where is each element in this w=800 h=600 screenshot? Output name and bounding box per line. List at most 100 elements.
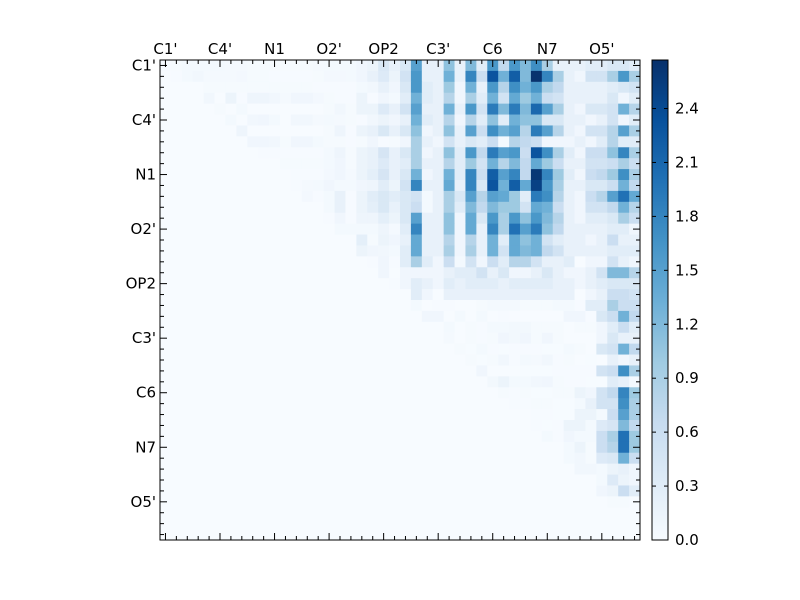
heatmap-cell <box>356 234 368 246</box>
heatmap-cell <box>389 376 401 388</box>
heatmap-cell <box>181 201 194 214</box>
heatmap-cell <box>181 518 194 530</box>
heatmap-cell <box>258 147 270 159</box>
heatmap-cell <box>520 60 532 72</box>
heatmap-cell <box>356 114 368 126</box>
heatmap-cell <box>247 376 259 388</box>
heatmap-cell <box>574 245 586 257</box>
heatmap-cell <box>618 103 630 115</box>
heatmap-cell <box>312 376 325 388</box>
heatmap-cell <box>214 147 226 159</box>
heatmap-cell <box>225 147 237 159</box>
heatmap-cell <box>280 485 292 497</box>
heatmap-cell <box>323 300 335 312</box>
heatmap-cell <box>454 169 466 181</box>
heatmap-cell <box>269 474 281 486</box>
heatmap-cell <box>181 430 194 443</box>
heatmap-cell <box>487 147 499 159</box>
heatmap-cell <box>312 321 325 334</box>
heatmap-cell <box>432 103 445 115</box>
heatmap-cell <box>530 289 543 301</box>
heatmap-cell <box>432 321 445 334</box>
heatmap-cell <box>596 420 608 432</box>
heatmap-cell <box>410 70 423 83</box>
heatmap-cell <box>596 114 608 126</box>
heatmap-cell <box>585 321 597 334</box>
heatmap-cell <box>367 158 379 170</box>
heatmap-cell <box>170 212 183 225</box>
heatmap-cell <box>334 180 346 192</box>
heatmap-cell <box>356 332 368 345</box>
heatmap-cell <box>247 114 259 126</box>
heatmap-cell <box>487 289 499 301</box>
heatmap-cell <box>552 201 565 214</box>
heatmap-cell <box>498 518 510 530</box>
heatmap-cell <box>389 496 401 508</box>
heatmap-cell <box>541 169 554 181</box>
heatmap-cell <box>312 70 325 83</box>
heatmap-cell <box>498 169 510 181</box>
heatmap-cell <box>367 190 379 203</box>
heatmap-cell <box>181 92 194 105</box>
heatmap-cell <box>618 234 630 246</box>
y-tick-label: O2' <box>131 220 156 238</box>
y-tick-label: N7 <box>135 438 156 456</box>
heatmap-cell <box>214 169 226 181</box>
heatmap-cell <box>421 267 434 279</box>
heatmap-cell <box>389 278 401 290</box>
heatmap-cell <box>563 332 575 345</box>
heatmap-cell <box>410 81 423 94</box>
heatmap-cell <box>520 267 532 279</box>
heatmap-cell <box>280 420 292 432</box>
heatmap-cell <box>574 376 586 388</box>
heatmap-cell <box>498 354 510 366</box>
heatmap-cell <box>214 365 226 377</box>
heatmap-cell <box>421 81 434 94</box>
heatmap-cell <box>389 125 401 137</box>
heatmap-cell <box>280 158 292 170</box>
heatmap-cell <box>607 212 619 225</box>
heatmap-cell <box>618 136 630 148</box>
heatmap-cell <box>432 289 445 301</box>
heatmap-cell <box>443 441 455 454</box>
heatmap-cell <box>160 267 172 279</box>
heatmap-cell <box>389 354 401 366</box>
heatmap-cell <box>280 387 292 399</box>
heatmap-cell <box>520 507 532 519</box>
heatmap-cell <box>541 485 554 497</box>
heatmap-cell <box>410 463 423 475</box>
heatmap-cell <box>345 201 357 214</box>
heatmap-cell <box>432 310 445 323</box>
heatmap-cell <box>181 245 194 257</box>
heatmap-cell <box>269 420 281 432</box>
heatmap-cell <box>421 420 434 432</box>
heatmap-cell <box>520 158 532 170</box>
heatmap-cell <box>465 158 477 170</box>
heatmap-cell <box>378 518 390 530</box>
heatmap-cell <box>421 125 434 137</box>
heatmap-cell <box>629 92 641 105</box>
heatmap-cell <box>410 169 423 181</box>
heatmap-cell <box>585 441 597 454</box>
heatmap-cell <box>367 103 379 115</box>
heatmap-cell <box>432 169 445 181</box>
heatmap-cell <box>454 452 466 465</box>
heatmap-cell <box>530 496 543 508</box>
heatmap-cell <box>301 136 314 148</box>
heatmap-cell <box>225 398 237 410</box>
heatmap-cell <box>312 256 325 268</box>
y-tick-label: C1' <box>132 56 156 74</box>
heatmap-cell <box>432 485 445 497</box>
heatmap-cell <box>607 60 619 72</box>
heatmap-cell <box>389 223 401 235</box>
heatmap-cell <box>247 321 259 334</box>
heatmap-cell <box>280 365 292 377</box>
heatmap-cell <box>541 365 554 377</box>
heatmap-cell <box>214 409 226 421</box>
heatmap-cell <box>356 485 368 497</box>
heatmap-cell <box>312 147 325 159</box>
heatmap-cell <box>378 332 390 345</box>
x-tick-label: C4' <box>208 40 232 58</box>
heatmap-cell <box>530 321 543 334</box>
heatmap-cell <box>454 267 466 279</box>
